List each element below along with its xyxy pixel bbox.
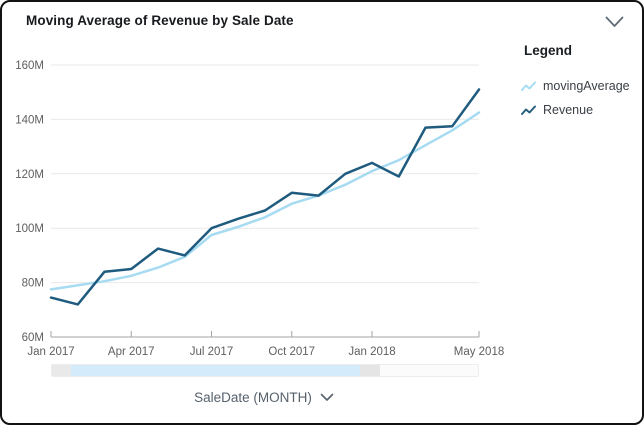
series-line-icon xyxy=(521,105,536,115)
widget-title: Moving Average of Revenue by Sale Date xyxy=(26,13,294,28)
x-tick-label: Oct 2017 xyxy=(268,346,315,358)
y-tick-label: 80M xyxy=(22,278,44,290)
y-tick-label: 60M xyxy=(22,332,44,344)
chevron-down-icon xyxy=(320,393,334,401)
collapse-widget-button[interactable] xyxy=(602,12,626,32)
y-tick-label: 160M xyxy=(15,60,44,72)
scrollbar-right-handle[interactable] xyxy=(360,365,380,376)
legend-item-label: Revenue xyxy=(543,103,594,117)
movingAverage-line[interactable] xyxy=(49,111,481,291)
x-tick-label: Jul 2017 xyxy=(190,346,233,358)
legend-item-label: movingAverage xyxy=(543,79,630,93)
legend: movingAverage Revenue xyxy=(521,79,630,127)
x-tick-label: Jan 2017 xyxy=(27,346,74,358)
x-axis-scrollbar-track[interactable] xyxy=(51,364,479,377)
Revenue-line[interactable] xyxy=(49,88,481,306)
scrollbar-left-handle[interactable] xyxy=(52,365,71,376)
y-tick-label: 140M xyxy=(15,114,44,126)
y-tick-label: 120M xyxy=(15,169,44,181)
series-line-icon xyxy=(521,81,536,91)
x-tick-label: Apr 2017 xyxy=(108,346,155,358)
legend-item-Revenue[interactable]: Revenue xyxy=(521,103,630,117)
scrollbar-thumb[interactable] xyxy=(71,365,360,376)
x-field-label: SaleDate (MONTH) xyxy=(194,390,312,405)
x-tick-label: May 2018 xyxy=(454,346,505,358)
y-tick-label: 100M xyxy=(15,223,44,235)
x-field-control: SaleDate (MONTH) xyxy=(2,388,526,407)
x-field-dropdown[interactable]: SaleDate (MONTH) xyxy=(188,388,340,407)
legend-title: Legend xyxy=(524,43,573,58)
chevron-down-icon xyxy=(605,16,623,27)
legend-item-movingAverage[interactable]: movingAverage xyxy=(521,79,630,93)
x-tick-label: Jan 2018 xyxy=(348,346,395,358)
